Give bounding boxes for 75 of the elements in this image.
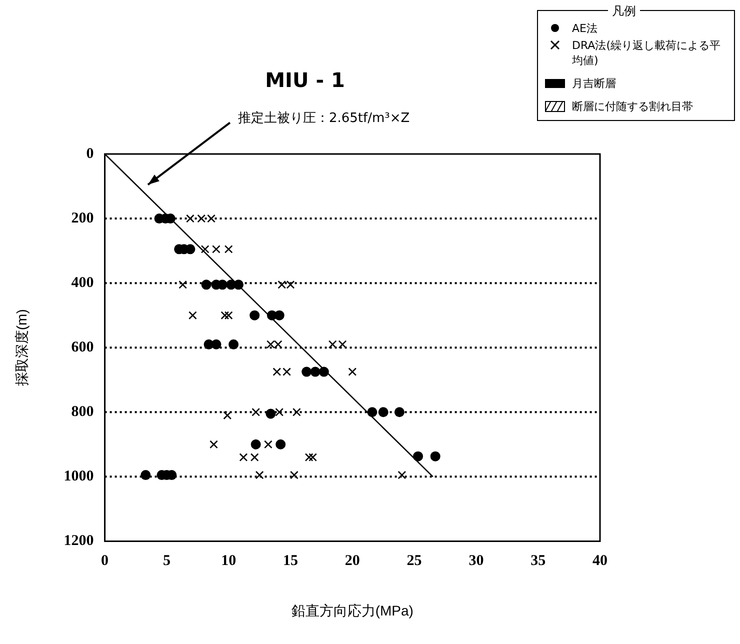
x-tick-label: 0 <box>101 553 109 570</box>
point <box>228 339 239 350</box>
x-tick-label: 20 <box>344 553 360 570</box>
point <box>274 340 282 349</box>
x-tick-label: 40 <box>592 553 608 570</box>
y-tick-label: 400 <box>71 274 94 291</box>
legend-label: 断層に付随する割れ目帯 <box>572 99 693 114</box>
point <box>250 439 261 450</box>
point <box>252 408 260 416</box>
point <box>278 280 286 289</box>
chart-title: MIU - 1 <box>265 68 345 92</box>
point <box>378 407 388 418</box>
point <box>266 408 276 419</box>
legend-label: DRA法(繰り返し載荷による平均値) <box>572 38 722 68</box>
point <box>186 214 194 223</box>
point <box>178 280 187 289</box>
point <box>250 453 259 462</box>
point <box>210 440 218 449</box>
x-tick-label: 35 <box>530 553 546 570</box>
point <box>310 366 320 377</box>
point <box>367 407 378 418</box>
point <box>272 368 282 376</box>
point <box>250 310 260 320</box>
point <box>430 451 440 462</box>
point <box>338 340 347 349</box>
x-tick-label: 5 <box>162 553 170 570</box>
y-tick-label: 800 <box>71 404 94 420</box>
point <box>290 470 298 480</box>
point <box>255 470 264 480</box>
text: 推定土被り圧：2.65tf/m³×Z <box>238 111 410 126</box>
point <box>348 368 357 376</box>
point <box>304 453 314 462</box>
point <box>234 280 244 290</box>
point <box>264 440 272 449</box>
point <box>140 470 151 480</box>
x-tick-label: 25 <box>406 553 422 570</box>
x-tick-label: 15 <box>283 553 298 570</box>
x-tick-label: 30 <box>468 553 484 570</box>
point <box>223 411 232 420</box>
point <box>220 311 230 320</box>
point <box>211 339 222 350</box>
y-tick-label: 0 <box>86 146 94 162</box>
point <box>282 368 291 376</box>
point <box>197 214 206 223</box>
point <box>274 310 284 320</box>
y-tick-label: 200 <box>71 210 94 226</box>
y-tick-label: 1000 <box>64 468 94 485</box>
point <box>212 245 220 254</box>
point <box>286 280 295 289</box>
point <box>302 366 312 377</box>
y-axis-title: 採取深度(m) <box>13 309 30 386</box>
point <box>224 311 233 320</box>
point <box>207 214 216 223</box>
point <box>239 453 248 462</box>
point <box>398 470 406 480</box>
point <box>275 408 284 416</box>
point <box>276 439 286 450</box>
point <box>200 245 210 254</box>
point <box>188 311 197 320</box>
point <box>266 340 275 349</box>
point <box>201 280 212 290</box>
point <box>292 408 301 416</box>
point <box>318 366 329 377</box>
point <box>328 340 337 349</box>
point <box>394 407 404 418</box>
legend-title: 凡例 <box>608 3 640 20</box>
y-tick-label: 1200 <box>64 533 94 550</box>
x-axis-title: 鉛直方向応力(MPa) <box>291 602 414 618</box>
legend-label: 月吉断層 <box>572 76 616 91</box>
legend-label: AE法 <box>572 21 598 36</box>
point <box>224 245 233 254</box>
y-tick-label: 600 <box>71 339 94 356</box>
x-tick-label: 10 <box>221 553 236 570</box>
point <box>308 453 317 462</box>
point <box>413 451 424 462</box>
